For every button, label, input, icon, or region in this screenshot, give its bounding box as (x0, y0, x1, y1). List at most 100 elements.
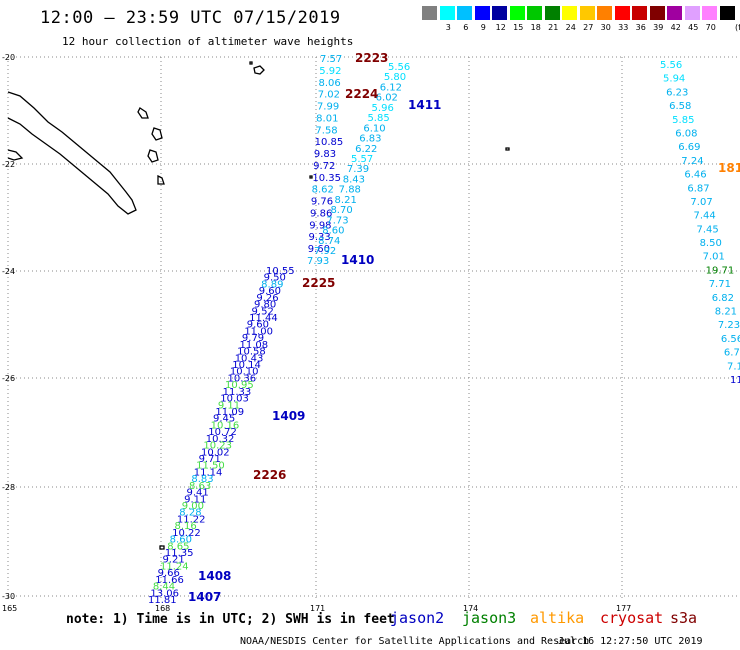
track-value: 9.83 (314, 149, 336, 160)
coastline (7, 149, 24, 161)
pass-labels: 2223 2224 1411 1410 2225 1409 2226 1408 1407 181 (188, 51, 740, 604)
satellite-label: jason2 (390, 609, 445, 627)
pass-label: 1411 (408, 98, 441, 112)
legend-swatch (614, 6, 630, 20)
map-grid (7, 56, 740, 600)
legend-label: 21 (548, 23, 559, 32)
track-value: 9.41 (187, 488, 209, 499)
track-value: 10.10 (230, 367, 259, 378)
track-value: 6.46 (684, 170, 706, 181)
track-value: 7.1 (727, 361, 740, 372)
track-value: 7.45 (697, 224, 719, 235)
legend-label: 36 (635, 23, 646, 32)
track-value: 9.33 (309, 232, 331, 243)
track-value: 8.60 (322, 226, 344, 237)
track-value: 10.35 (312, 173, 341, 184)
track-value: 11.35 (165, 548, 194, 559)
legend-label: 24 (565, 23, 576, 32)
track-value: 10.16 (211, 420, 240, 431)
track-value: 11.22 (177, 514, 206, 525)
track-value: 5.85 (672, 115, 694, 126)
satellite-label: jason3 (462, 609, 517, 627)
legend-swatch (509, 6, 525, 20)
track-value: 6.22 (355, 144, 377, 155)
legend-label: 33 (618, 23, 629, 32)
track-value: 9.00 (182, 501, 204, 512)
lat-label: -20 (2, 53, 15, 62)
track-value: 10.32 (206, 434, 235, 445)
track-value: 7.99 (317, 102, 339, 113)
track-value: 9.60 (247, 320, 269, 331)
page-subtitle: 12 hour collection of altimeter wave hei… (62, 35, 354, 48)
track-value: 7.02 (318, 90, 340, 101)
credit-text: NOAA/NESDIS Center for Satellite Applica… (240, 636, 590, 647)
altimeter-tracks: 7.575.928.067.027.998.017.5810.859.839.7… (148, 54, 740, 606)
coastline (159, 545, 165, 550)
track-value: 11.81 (148, 595, 177, 606)
track-value: 5.56 (660, 60, 682, 71)
track-value: 8.89 (261, 279, 283, 290)
legend-label: 30 (600, 23, 611, 32)
pass-label: 1408 (198, 569, 231, 583)
coastline (253, 65, 265, 75)
track-value: 7.01 (703, 252, 725, 263)
land-masses (7, 61, 510, 550)
legend-swatch (649, 6, 665, 20)
track-value: 6.12 (380, 82, 402, 93)
track-value: 10.02 (201, 447, 230, 458)
track-value: 13.06 (150, 588, 179, 599)
track-value: 8.06 (318, 78, 340, 89)
legend-swatch (684, 6, 700, 20)
satellite-label: cryosat (600, 609, 664, 627)
pass-label: 2224 (345, 87, 378, 101)
coastline (505, 147, 510, 151)
track-value: 8.50 (700, 238, 722, 249)
track-value: 11.24 (160, 561, 189, 572)
satellite-label: altika (530, 609, 585, 627)
track-value: 11.50 (196, 461, 225, 472)
track-value: 9.86 (310, 208, 332, 219)
track-value: 5.94 (663, 74, 685, 85)
track-value: 11.00 (244, 326, 273, 337)
timestamp: Jul 16 12:27:50 UTC 2019 (558, 636, 703, 647)
page-title: 12:00 — 23:59 UTC 07/15/2019 (40, 8, 341, 28)
track-value: 8.70 (330, 205, 352, 216)
track-value: 9.66 (158, 568, 180, 579)
pass-label: 2225 (302, 276, 335, 290)
track-value: 9.71 (199, 454, 221, 465)
track-value: 6.08 (675, 128, 697, 139)
track-value: 7.88 (339, 185, 361, 196)
track-value: 11.09 (215, 407, 244, 418)
legend-label: 27 (583, 23, 594, 32)
pass-label: 1407 (188, 590, 221, 604)
track-value: 7.44 (693, 211, 715, 222)
legend-label: 45 (688, 23, 699, 32)
track-value: 5.85 (367, 113, 389, 124)
track-value: 8.44 (153, 582, 175, 593)
track-value: 10.85 (315, 137, 344, 148)
track-value: 11.33 (223, 387, 252, 398)
track-value: 8.16 (174, 521, 196, 532)
track-value: 9.50 (264, 273, 286, 284)
track-value: 6.87 (687, 183, 709, 194)
track-value: 5.57 (351, 154, 373, 165)
track-value: 6.82 (712, 293, 734, 304)
track-value: 10.55 (266, 266, 295, 277)
track-value: 9.11 (184, 494, 206, 505)
track-value: 10.43 (235, 353, 264, 364)
legend-swatch (667, 6, 682, 20)
legend-swatch (474, 6, 490, 20)
track-value: 10.03 (220, 394, 249, 405)
lat-label: -26 (2, 374, 15, 383)
track-value: 8.62 (312, 185, 334, 196)
track-value: 8.63 (189, 481, 211, 492)
track-value: 6.23 (666, 87, 688, 98)
track-value: 8.65 (167, 541, 189, 552)
track-value: 7.93 (307, 256, 329, 267)
coastline (147, 149, 159, 163)
track-value: 9.80 (254, 300, 276, 311)
lon-label: 168 (155, 604, 170, 613)
legend-label: 6 (463, 23, 469, 32)
track-value: 9.45 (213, 414, 235, 425)
track-value: 19.71 (706, 265, 735, 276)
